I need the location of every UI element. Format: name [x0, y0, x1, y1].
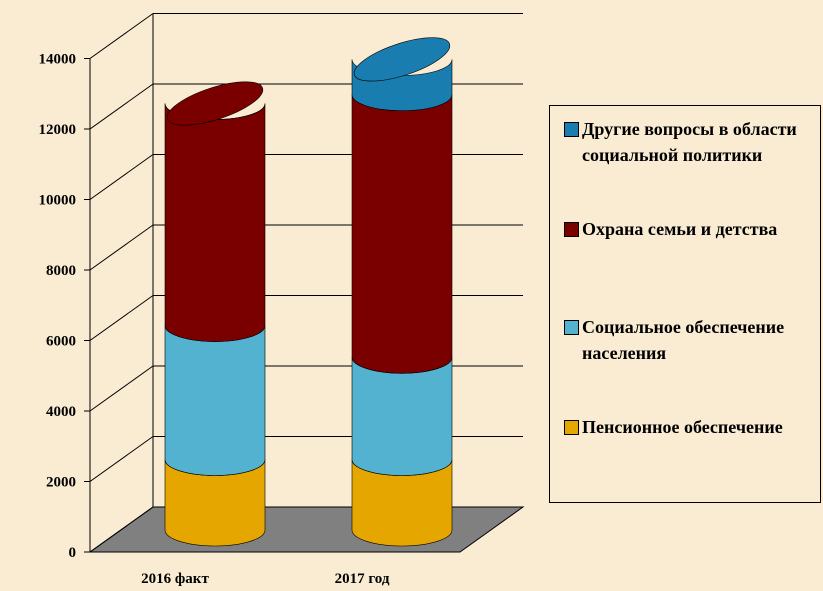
cylinder-top [166, 81, 264, 126]
x-tick-label: 2017 год [335, 571, 390, 587]
y-tick-label: 4000 [46, 404, 76, 420]
y-tick-label: 10000 [39, 193, 77, 209]
legend-label: Социальное обеспечение населения [582, 317, 785, 363]
grid-line [89, 154, 154, 200]
legend-item: Пенсионное обеспечение [558, 414, 820, 440]
cylinder-segment [164, 325, 266, 476]
cylinder-segment [351, 94, 453, 374]
y-tick-label: 2000 [46, 475, 76, 491]
grid-line [89, 436, 154, 482]
legend-item: Охрана семьи и детства [558, 216, 820, 242]
grid-line [89, 365, 154, 412]
legend-swatch [564, 122, 579, 137]
y-tick-label: 0 [69, 545, 77, 561]
y-tick-label: 12000 [39, 122, 77, 138]
floor [88, 506, 525, 553]
grid-line [89, 506, 154, 553]
legend-label: Охрана семьи и детства [582, 219, 778, 239]
legend-swatch [564, 420, 579, 435]
grid-line [89, 295, 154, 341]
y-tick-label: 6000 [46, 334, 76, 350]
cylinder-top [353, 37, 451, 82]
cylinder-segment [164, 103, 266, 342]
legend-item: Социальное обеспечение населения [558, 314, 820, 366]
grid-line [89, 83, 154, 130]
grid-line [89, 13, 154, 59]
x-tick-label: 2016 факт [141, 571, 209, 587]
y-tick-label: 14000 [39, 52, 77, 68]
legend-swatch [564, 320, 579, 335]
cylinder-segment [351, 357, 453, 476]
y-tick-label: 8000 [46, 263, 76, 279]
grid-line [89, 224, 154, 271]
legend-swatch [564, 222, 579, 237]
legend-label: Пенсионное обеспечение [582, 417, 783, 437]
legend-item: Другие вопросы в области социальной поли… [558, 116, 820, 168]
legend-label: Другие вопросы в области социальной поли… [582, 119, 797, 165]
legend: Другие вопросы в области социальной поли… [549, 105, 821, 503]
